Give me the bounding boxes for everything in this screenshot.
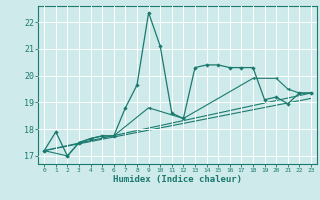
X-axis label: Humidex (Indice chaleur): Humidex (Indice chaleur) xyxy=(113,175,242,184)
